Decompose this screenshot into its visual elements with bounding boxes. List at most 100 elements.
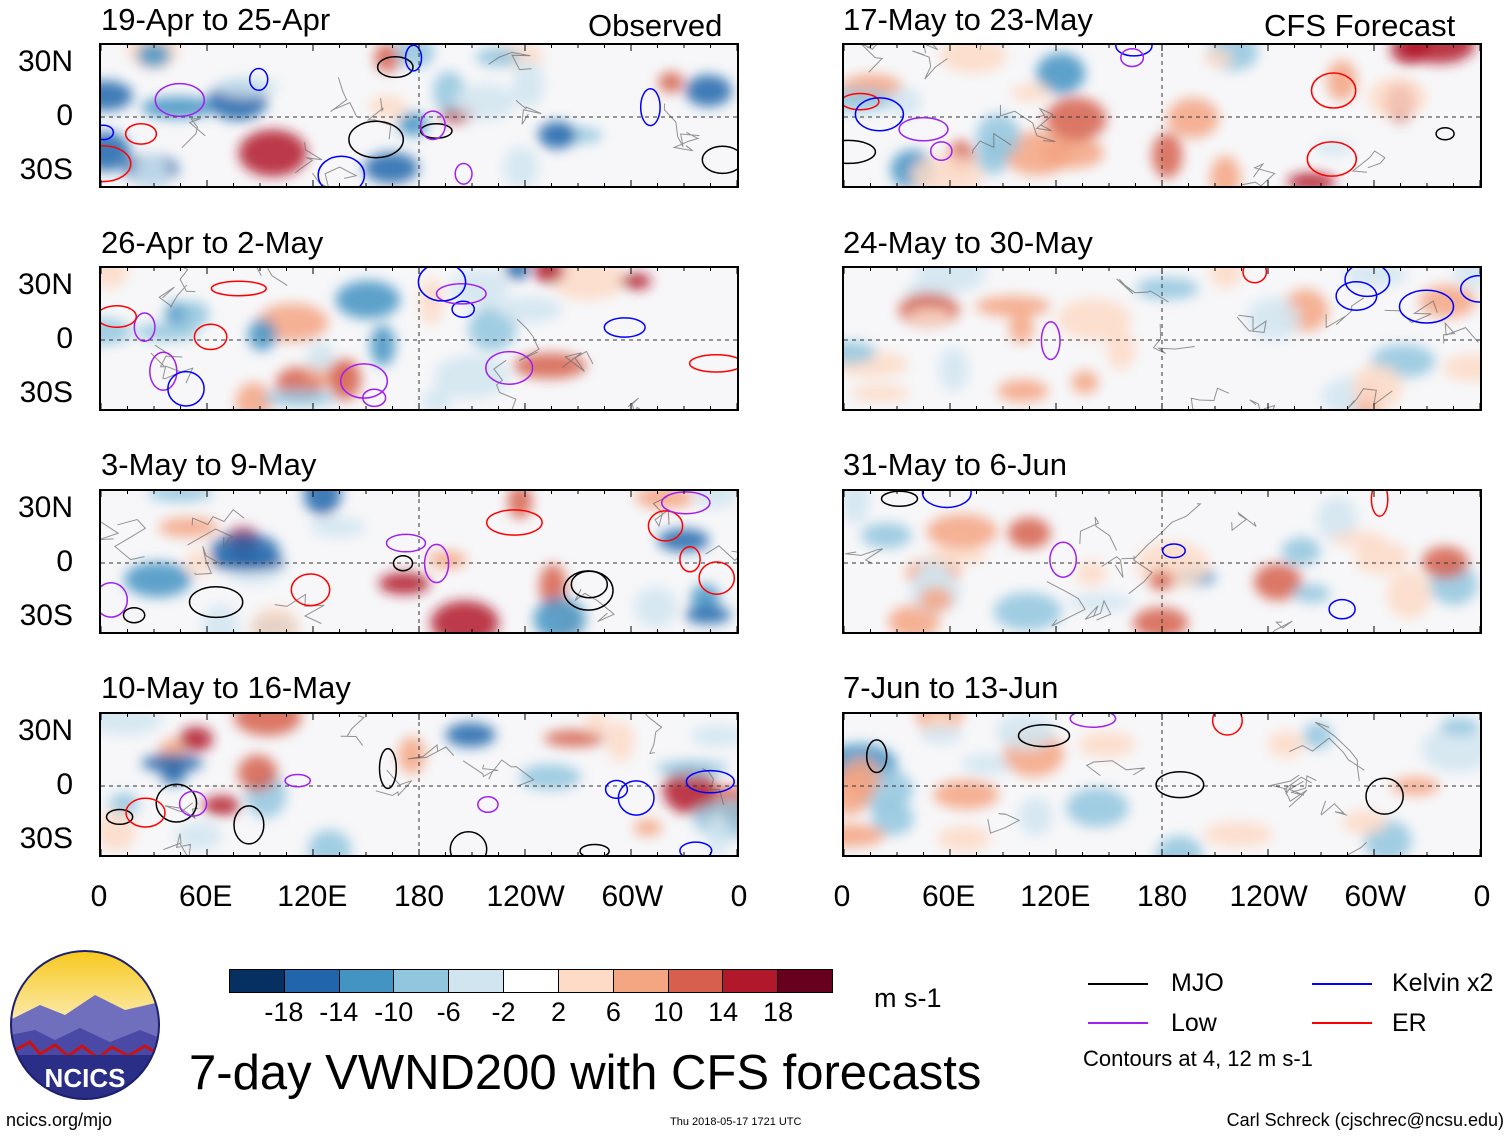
wind-anomaly-blob xyxy=(960,753,1018,775)
lon-label-col1-1: 60E xyxy=(178,880,233,913)
colorbar-tick-7: 10 xyxy=(653,997,684,1027)
wave-contour xyxy=(423,543,450,584)
wind-anomaly-blob xyxy=(434,354,509,399)
wave-contour xyxy=(417,268,467,302)
footer-author: Carl Schreck (cjschrec@ncsu.edu) xyxy=(1226,1110,1504,1130)
wind-anomaly-blob xyxy=(908,307,951,325)
wind-anomaly-blob xyxy=(926,514,998,549)
wind-anomaly-blob xyxy=(995,714,1055,751)
legend-label-low: Low xyxy=(1171,1009,1217,1037)
lat-label-row4-1: 0 xyxy=(56,768,73,801)
wind-anomaly-blob xyxy=(247,319,277,351)
wind-anomaly-blob xyxy=(147,491,213,502)
map-field xyxy=(844,45,1480,186)
wind-anomaly-blob xyxy=(233,714,302,736)
wind-anomaly-blob xyxy=(1078,731,1136,758)
wave-contour xyxy=(1328,598,1356,620)
panel-title-4: 10-May to 16-May xyxy=(101,670,351,705)
wind-anomaly-blob xyxy=(684,605,731,624)
wind-anomaly-blob xyxy=(1018,796,1053,836)
footer-url[interactable]: ncics.org/mjo xyxy=(6,1110,113,1130)
wind-anomaly-blob xyxy=(419,278,444,326)
wave-contour xyxy=(376,56,414,79)
panel-tag-observed: Observed xyxy=(588,8,723,43)
colorbar-swatch-8 xyxy=(668,970,724,992)
wind-anomaly-blob xyxy=(1003,131,1073,176)
lon-label-col2-3: 180 xyxy=(1136,880,1188,913)
wind-anomaly-blob xyxy=(916,268,987,294)
panel-title-8: 7-Jun to 13-Jun xyxy=(843,670,1059,705)
wave-contour xyxy=(404,45,423,72)
legend-label-er: ER xyxy=(1392,1009,1427,1037)
lat-label-row1-0: 30N xyxy=(17,45,73,78)
wind-anomaly-blob xyxy=(1254,563,1302,601)
colorbar-swatch-2 xyxy=(339,970,395,992)
coastline xyxy=(1116,278,1479,409)
colorbar-tick-1: -14 xyxy=(319,997,359,1027)
wind-anomaly-blob xyxy=(1292,584,1331,603)
wind-anomaly-blob xyxy=(1167,97,1219,139)
wind-anomaly-blob xyxy=(844,491,870,525)
wind-anomaly-blob xyxy=(1247,297,1301,340)
map-panel-1 xyxy=(99,43,739,188)
wind-anomaly-blob xyxy=(262,390,336,407)
wave-contour xyxy=(485,509,543,536)
wave-contour xyxy=(133,312,156,342)
wave-contour xyxy=(317,155,366,186)
wind-anomaly-blob xyxy=(1156,835,1203,855)
map-field xyxy=(101,268,737,409)
wave-contour xyxy=(660,491,711,515)
coastline xyxy=(150,268,641,409)
wind-anomaly-blob xyxy=(101,714,163,736)
wind-anomaly-blob xyxy=(1065,787,1129,828)
legend-line-low xyxy=(1088,1022,1148,1024)
wave-contour xyxy=(105,808,134,826)
wind-anomaly-blob xyxy=(685,74,732,107)
wind-anomaly-blob xyxy=(1331,531,1386,547)
wave-contour xyxy=(385,533,427,553)
colorbar-swatch-3 xyxy=(394,970,450,992)
wind-anomaly-blob xyxy=(202,795,241,816)
wind-anomaly-blob xyxy=(306,341,335,373)
lat-label-row1-2: 30S xyxy=(19,153,73,186)
lon-label-col2-1: 60E xyxy=(921,880,976,913)
wind-anomaly-blob xyxy=(452,83,517,120)
wind-anomaly-blob xyxy=(690,584,720,611)
wind-anomaly-blob xyxy=(919,725,964,744)
wind-anomaly-blob xyxy=(141,753,203,773)
wind-anomaly-blob xyxy=(584,714,610,735)
colorbar-swatch-1 xyxy=(284,970,340,992)
lat-label-row4-0: 30N xyxy=(17,714,73,747)
wind-anomaly-blob xyxy=(175,821,222,851)
wind-anomaly-blob xyxy=(101,318,132,345)
wind-anomaly-blob xyxy=(1148,570,1174,591)
wind-anomaly-blob xyxy=(1106,329,1136,370)
wave-contour xyxy=(449,830,488,855)
wave-contour xyxy=(679,546,701,573)
wind-anomaly-blob xyxy=(328,358,362,401)
wind-anomaly-blob xyxy=(658,71,684,93)
wind-anomaly-blob xyxy=(101,80,133,111)
wind-anomaly-blob xyxy=(1133,607,1189,632)
wave-contour xyxy=(1017,724,1071,748)
wind-anomaly-blob xyxy=(620,273,652,290)
wind-anomaly-blob xyxy=(1076,560,1107,587)
wind-anomaly-blob xyxy=(1210,155,1241,186)
wind-anomaly-blob xyxy=(938,346,969,392)
wave-contour xyxy=(101,145,132,183)
lat-label-row2-0: 30N xyxy=(17,268,73,301)
panel-tag-forecast: CFS Forecast xyxy=(1264,8,1456,43)
lon-label-col2-2: 120E xyxy=(1020,880,1091,913)
wind-anomaly-blob xyxy=(504,268,530,280)
wind-anomaly-blob xyxy=(430,600,499,632)
wave-contour xyxy=(290,573,331,607)
legend-line-er xyxy=(1312,1022,1372,1024)
wind-anomaly-blob xyxy=(1071,370,1099,394)
wave-contour xyxy=(579,843,610,855)
wave-contour xyxy=(679,841,713,855)
wave-contour xyxy=(639,88,661,127)
wind-anomaly-blob xyxy=(1203,49,1233,68)
wind-anomaly-blob xyxy=(538,121,576,149)
wave-contour xyxy=(844,92,880,111)
wind-anomaly-blob xyxy=(1067,593,1134,612)
